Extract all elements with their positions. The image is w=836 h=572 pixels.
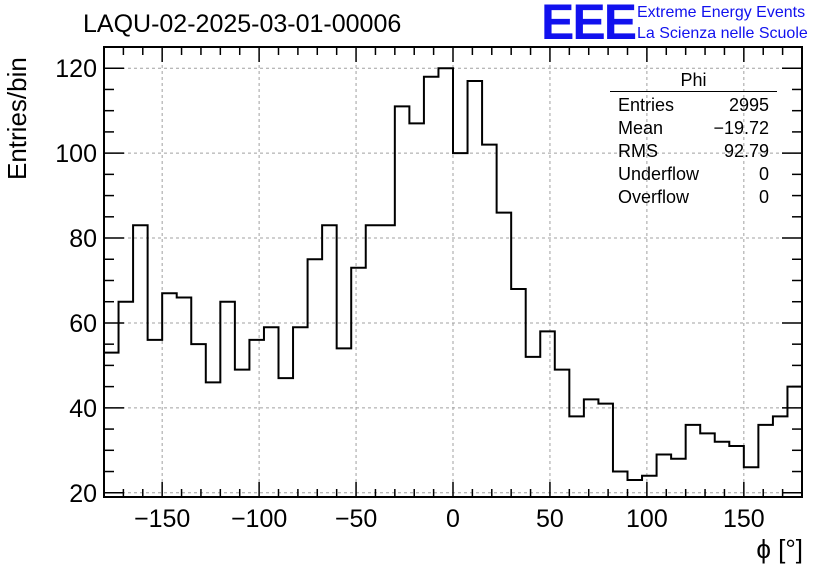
stats-row-entries: Entries 2995 — [610, 94, 777, 117]
y-tick-label: 120 — [55, 55, 97, 83]
chart-title: LAQU-02-2025-03-01-00006 — [83, 10, 402, 38]
x-tick-label: 0 — [446, 505, 460, 533]
x-tick-label: −150 — [134, 505, 190, 533]
stats-label: Entries — [618, 95, 675, 115]
x-tick-label: −100 — [231, 505, 287, 533]
logo-line1: Extreme Energy Events — [637, 4, 806, 21]
stats-value: 2995 — [728, 95, 769, 115]
x-axis-title: ϕ [°] — [756, 534, 803, 564]
stats-label: Underflow — [618, 164, 700, 184]
y-tick-label: 60 — [69, 310, 97, 338]
plot-frame — [103, 46, 803, 498]
stats-label: RMS — [618, 141, 658, 161]
y-tick-labels: 20 40 60 80 100 120 — [55, 55, 97, 508]
stats-title: Phi — [610, 70, 777, 92]
y-tick-label: 80 — [69, 225, 97, 253]
stats-label: Overflow — [618, 187, 690, 207]
stats-value: 92.79 — [723, 141, 769, 161]
stats-row-mean: Mean −19.72 — [610, 117, 777, 140]
x-tick-label: −50 — [335, 505, 377, 533]
y-tick-label: 100 — [55, 140, 97, 168]
stats-label: Mean — [618, 118, 664, 138]
stats-box: Phi Entries 2995 Mean −19.72 RMS 92.79 U… — [610, 70, 777, 209]
stats-row-underflow: Underflow 0 — [610, 163, 777, 186]
x-tick-label: 100 — [626, 505, 668, 533]
stats-value: 0 — [758, 187, 769, 207]
y-tick-label: 20 — [69, 480, 97, 508]
x-tick-label: 50 — [536, 505, 564, 533]
histogram-series — [104, 67, 802, 482]
x-tick-label: 150 — [723, 505, 765, 533]
logo-line2: La Scienza nelle Scuole — [637, 25, 808, 42]
y-tick-label: 40 — [69, 395, 97, 423]
x-tick-labels: −150 −100 −50 0 50 100 150 — [134, 505, 765, 533]
eee-logo: EEE — [541, 0, 637, 50]
stats-value: −19.72 — [713, 118, 769, 138]
stats-row-overflow: Overflow 0 — [610, 186, 777, 209]
stats-value: 0 — [758, 164, 769, 184]
y-axis-title: Entries/bin — [2, 57, 32, 180]
stats-row-rms: RMS 92.79 — [610, 140, 777, 163]
